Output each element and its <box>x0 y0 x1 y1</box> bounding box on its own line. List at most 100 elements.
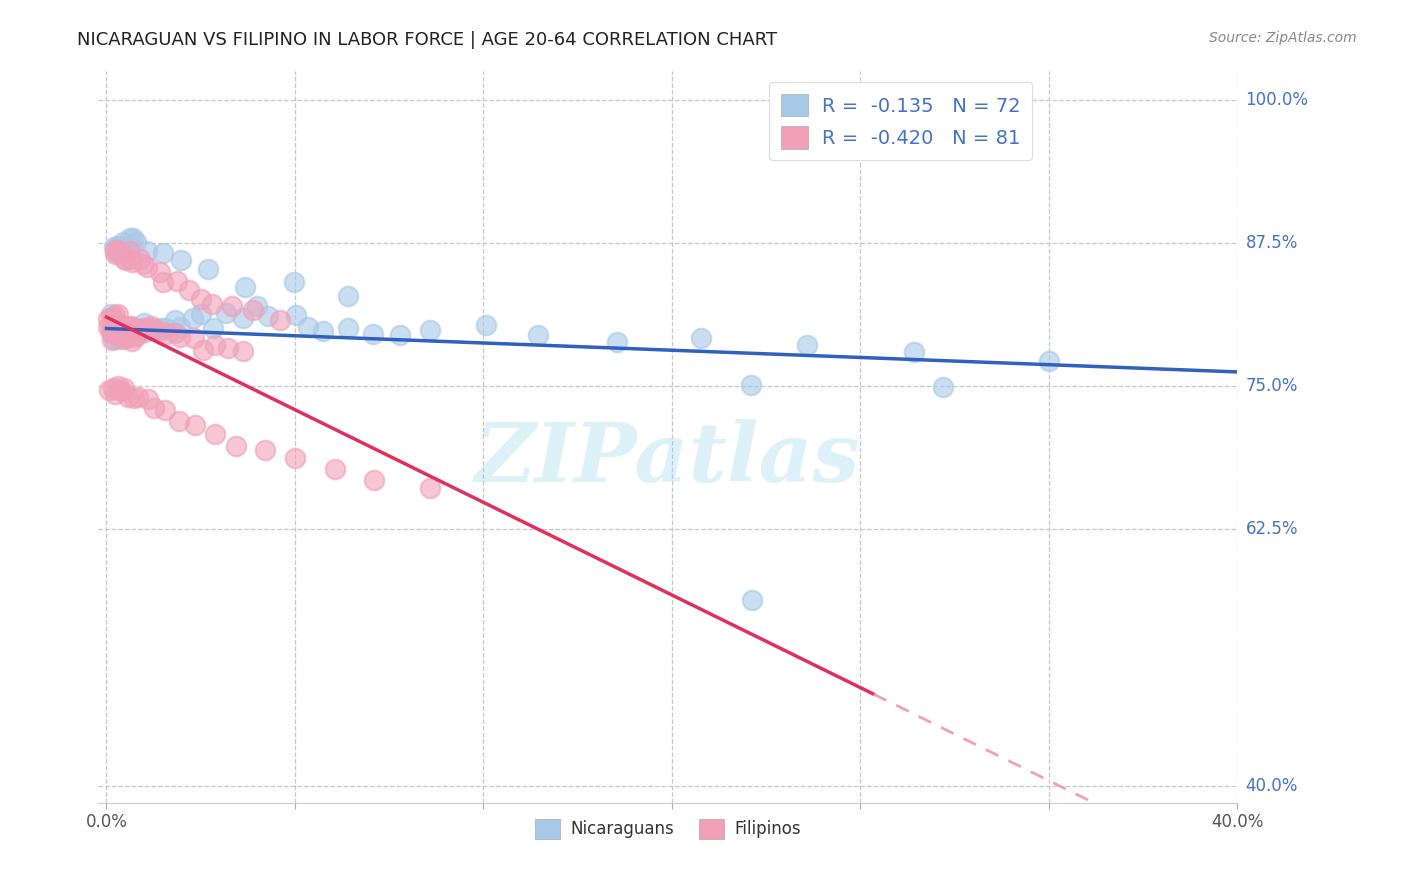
Point <box>118 324 141 338</box>
Point <box>100 321 122 335</box>
Point <box>108 324 131 338</box>
Point <box>285 308 308 322</box>
Text: Source: ZipAtlas.com: Source: ZipAtlas.com <box>1209 31 1357 45</box>
Point <box>145 323 167 337</box>
Point <box>526 328 548 343</box>
Point <box>104 387 127 401</box>
Point <box>419 323 441 337</box>
Point <box>100 307 122 321</box>
Point <box>156 327 179 342</box>
Point <box>232 344 254 359</box>
Point <box>169 320 191 334</box>
Point <box>107 320 129 334</box>
Point <box>297 320 319 334</box>
Point <box>242 302 264 317</box>
Point <box>112 252 135 266</box>
Point <box>112 322 135 336</box>
Point <box>122 231 145 245</box>
Point <box>108 383 131 397</box>
Point <box>112 332 135 346</box>
Point <box>114 252 136 267</box>
Point <box>741 592 763 607</box>
Point <box>134 320 156 334</box>
Point <box>363 327 385 342</box>
Point <box>118 244 141 258</box>
Point <box>112 324 135 338</box>
Point <box>163 326 186 340</box>
Point <box>153 403 176 417</box>
Text: ZIPatlas: ZIPatlas <box>475 419 860 499</box>
Point <box>167 414 190 428</box>
Point <box>115 327 138 342</box>
Point <box>104 243 127 257</box>
Point <box>112 322 135 336</box>
Point <box>111 384 134 399</box>
Point <box>114 322 136 336</box>
Point <box>256 310 278 324</box>
Point <box>165 313 187 327</box>
Point <box>152 245 174 260</box>
Point <box>153 320 176 334</box>
Point <box>132 256 155 270</box>
Point <box>101 323 124 337</box>
Point <box>121 322 143 336</box>
Point <box>183 311 205 326</box>
Text: 87.5%: 87.5% <box>1246 234 1298 252</box>
Point <box>122 330 145 344</box>
Point <box>120 252 142 266</box>
Point <box>1038 354 1060 368</box>
Point <box>107 379 129 393</box>
Point <box>120 320 142 334</box>
Point <box>97 384 120 398</box>
Point <box>107 307 129 321</box>
Point <box>111 323 134 337</box>
Point <box>197 261 219 276</box>
Point <box>337 289 360 303</box>
Point <box>363 473 385 487</box>
Point <box>166 274 188 288</box>
Point <box>129 252 152 266</box>
Point <box>184 417 207 432</box>
Point <box>105 327 128 342</box>
Point <box>796 338 818 352</box>
Point <box>114 243 136 257</box>
Point <box>233 280 256 294</box>
Point <box>105 246 128 260</box>
Point <box>121 334 143 349</box>
Point <box>135 321 157 335</box>
Legend: Nicaraguans, Filipinos: Nicaraguans, Filipinos <box>529 812 807 846</box>
Point <box>105 320 128 334</box>
Point <box>127 390 149 404</box>
Point <box>311 324 333 338</box>
Text: NICARAGUAN VS FILIPINO IN LABOR FORCE | AGE 20-64 CORRELATION CHART: NICARAGUAN VS FILIPINO IN LABOR FORCE | … <box>77 31 778 49</box>
Point <box>96 320 118 334</box>
Point <box>111 322 134 336</box>
Point <box>104 308 127 322</box>
Point <box>149 265 172 279</box>
Point <box>103 319 125 334</box>
Point <box>138 322 160 336</box>
Point <box>120 319 142 334</box>
Point <box>97 311 120 326</box>
Point <box>104 322 127 336</box>
Point <box>170 252 193 267</box>
Point <box>112 318 135 333</box>
Point <box>107 323 129 337</box>
Point <box>169 330 191 344</box>
Point <box>215 306 238 320</box>
Point <box>125 321 148 335</box>
Point <box>149 320 172 334</box>
Point <box>100 310 122 325</box>
Point <box>269 312 291 326</box>
Point <box>183 331 205 345</box>
Point <box>107 318 129 333</box>
Point <box>142 322 165 336</box>
Point <box>932 380 955 394</box>
Point <box>283 275 305 289</box>
Point <box>121 254 143 268</box>
Point <box>129 322 152 336</box>
Point <box>112 235 135 249</box>
Point <box>100 321 122 335</box>
Point <box>125 235 148 250</box>
Point <box>115 330 138 344</box>
